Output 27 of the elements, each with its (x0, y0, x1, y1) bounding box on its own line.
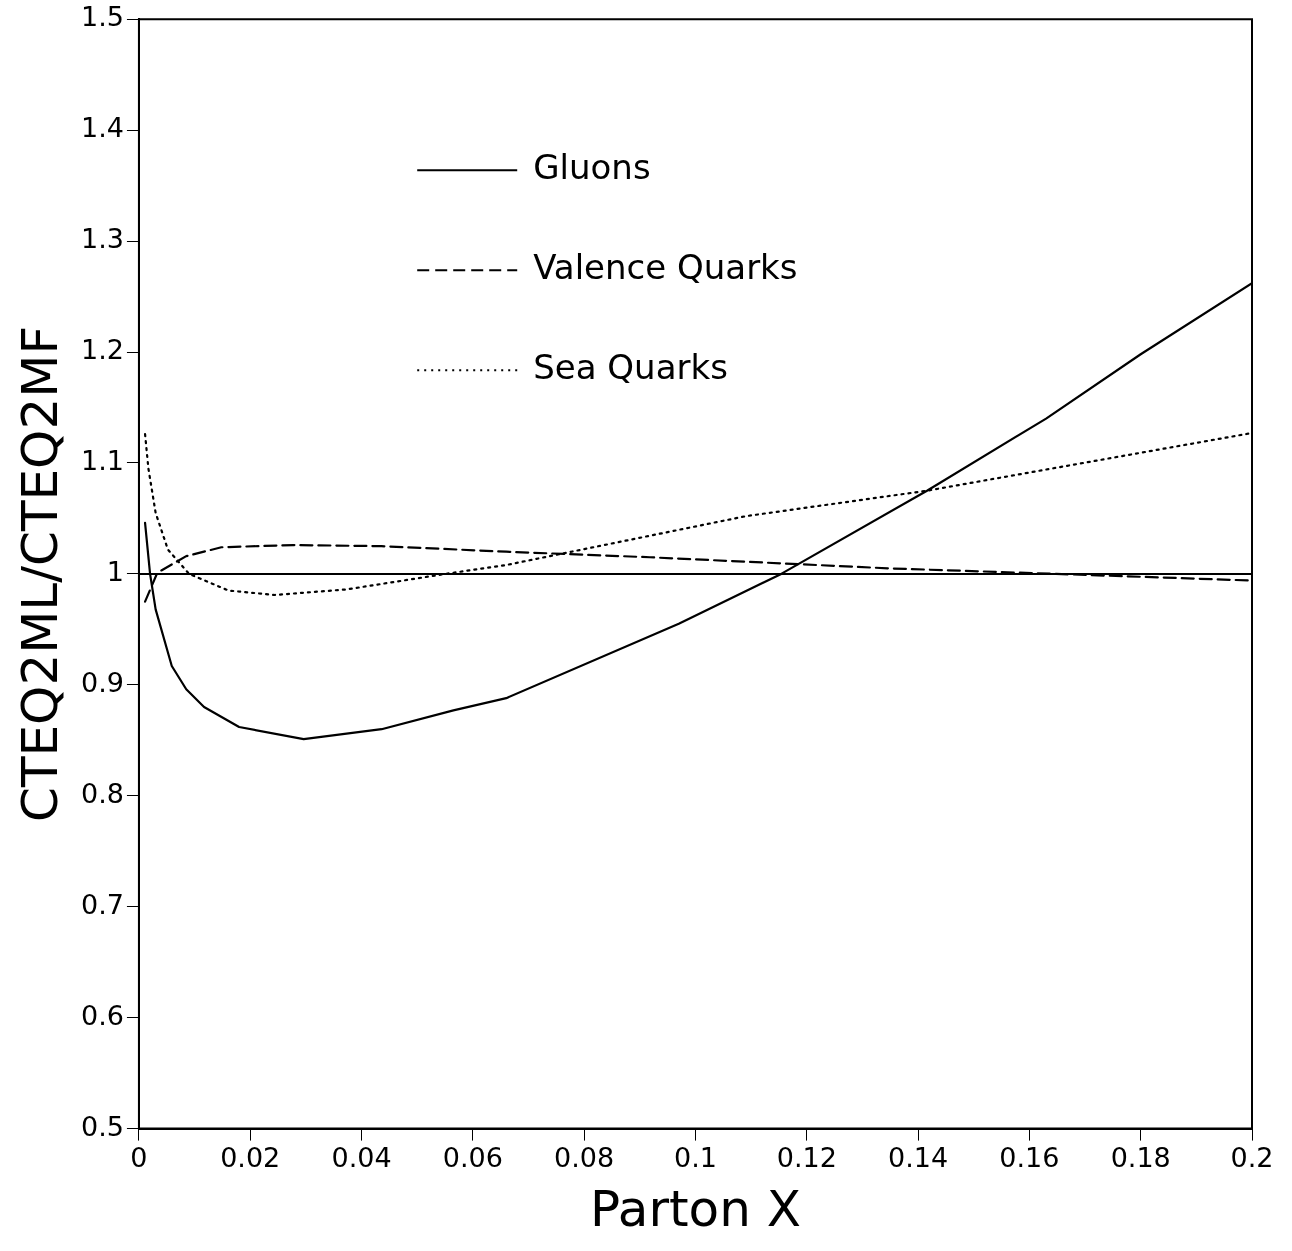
x-tick-label: 0.04 (331, 1141, 392, 1173)
y-tick-label: 0.6 (80, 999, 124, 1031)
x-tick-label: 0.12 (776, 1141, 837, 1173)
x-tick-label: 0.1 (673, 1141, 717, 1173)
y-tick-label: 1.1 (80, 444, 124, 476)
y-tick-label: 1.2 (80, 334, 124, 366)
y-tick-label: 1.5 (80, 1, 124, 33)
y-axis-title: CTEQ2ML/CTEQ2MF (10, 325, 69, 822)
x-tick-label: 0.14 (888, 1141, 949, 1173)
legend-label: Valence Quarks (533, 246, 798, 287)
legend-label: Gluons (533, 146, 651, 187)
y-tick-label: 0.8 (80, 777, 124, 809)
x-tick-label: 0.2 (1230, 1141, 1274, 1173)
y-tick-label: 1 (106, 555, 124, 587)
x-tick-label: 0.16 (999, 1141, 1060, 1173)
y-tick-label: 0.5 (80, 1110, 124, 1142)
y-tick-label: 1.3 (80, 223, 124, 255)
legend-label: Sea Quarks (533, 346, 728, 387)
y-tick-label: 0.7 (80, 888, 124, 920)
y-tick-label: 0.9 (80, 666, 124, 698)
x-tick-label: 0 (130, 1141, 148, 1173)
x-tick-label: 0.06 (442, 1141, 503, 1173)
x-tick-label: 0.18 (1110, 1141, 1171, 1173)
x-tick-label: 0.08 (554, 1141, 615, 1173)
x-axis-title: Parton X (589, 1179, 802, 1238)
y-tick-label: 1.4 (80, 112, 124, 144)
x-tick-label: 0.02 (220, 1141, 281, 1173)
